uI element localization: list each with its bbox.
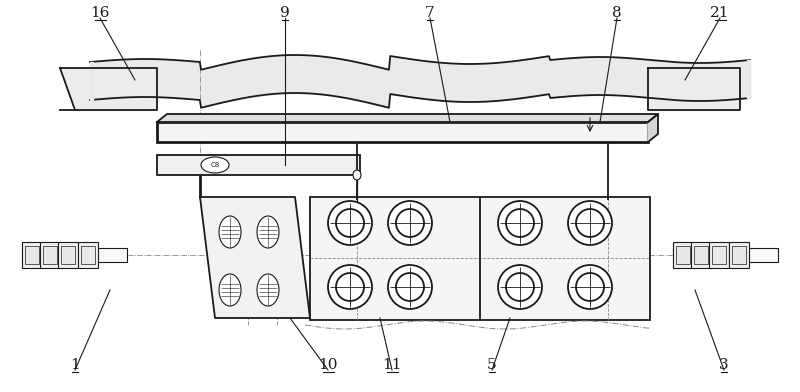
Bar (157, 122, 648, 142)
Bar (43, 246, 57, 264)
Bar (58, 242, 78, 268)
Bar (732, 246, 746, 264)
Bar (673, 242, 693, 268)
Ellipse shape (257, 216, 279, 248)
Text: 5: 5 (487, 358, 497, 372)
Polygon shape (648, 68, 740, 110)
Ellipse shape (257, 274, 279, 306)
Ellipse shape (328, 201, 372, 245)
Text: 7: 7 (425, 6, 435, 20)
Polygon shape (200, 197, 310, 318)
Ellipse shape (498, 265, 542, 309)
Bar (40, 242, 60, 268)
Bar (691, 242, 711, 268)
Bar (310, 197, 650, 320)
Ellipse shape (396, 209, 424, 237)
Text: 11: 11 (382, 358, 402, 372)
Polygon shape (648, 114, 658, 142)
Bar (676, 246, 690, 264)
Ellipse shape (219, 216, 241, 248)
Text: C8: C8 (210, 162, 220, 168)
Polygon shape (157, 114, 658, 122)
Ellipse shape (336, 273, 364, 301)
Bar (81, 246, 95, 264)
Bar (22, 248, 127, 262)
Bar (157, 155, 360, 175)
Bar (694, 246, 708, 264)
Text: 10: 10 (318, 358, 338, 372)
Ellipse shape (576, 209, 604, 237)
Ellipse shape (336, 209, 364, 237)
Ellipse shape (506, 209, 534, 237)
Ellipse shape (498, 201, 542, 245)
Text: 1: 1 (70, 358, 80, 372)
Polygon shape (60, 68, 157, 110)
Text: 8: 8 (612, 6, 622, 20)
Text: 3: 3 (719, 358, 729, 372)
Polygon shape (90, 62, 93, 100)
Text: 9: 9 (280, 6, 290, 20)
Bar (61, 246, 75, 264)
Bar (22, 242, 42, 268)
Bar (709, 242, 729, 268)
Ellipse shape (506, 273, 534, 301)
Bar (25, 246, 39, 264)
Ellipse shape (568, 201, 612, 245)
Ellipse shape (328, 265, 372, 309)
Bar (712, 246, 726, 264)
Ellipse shape (568, 265, 612, 309)
Text: 21: 21 (710, 6, 730, 20)
Polygon shape (747, 60, 750, 98)
Ellipse shape (201, 157, 229, 173)
Text: 16: 16 (90, 6, 110, 20)
Ellipse shape (388, 201, 432, 245)
Bar (673, 248, 778, 262)
Ellipse shape (576, 273, 604, 301)
Ellipse shape (388, 265, 432, 309)
Ellipse shape (219, 274, 241, 306)
Bar (78, 242, 98, 268)
Bar (729, 242, 749, 268)
Ellipse shape (396, 273, 424, 301)
Ellipse shape (353, 170, 361, 180)
